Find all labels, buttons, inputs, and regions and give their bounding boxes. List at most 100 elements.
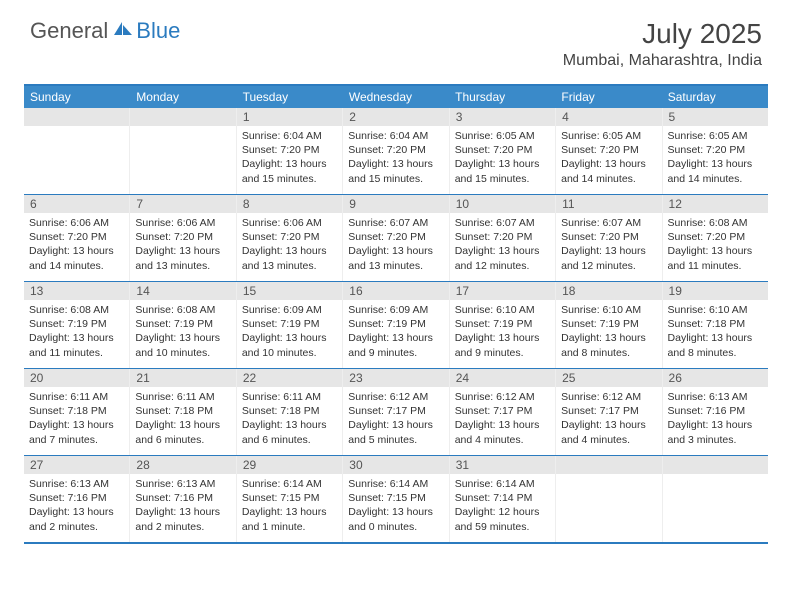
logo-text-general: General — [30, 18, 108, 44]
day-number: 22 — [237, 369, 342, 387]
day-details: Sunrise: 6:05 AMSunset: 7:20 PMDaylight:… — [556, 126, 661, 191]
day-cell: 10Sunrise: 6:07 AMSunset: 7:20 PMDayligh… — [450, 195, 556, 281]
day-cell: 4Sunrise: 6:05 AMSunset: 7:20 PMDaylight… — [556, 108, 662, 194]
weekday-header: Sunday — [24, 86, 130, 108]
day-number: 3 — [450, 108, 555, 126]
day-number: 14 — [130, 282, 235, 300]
day-number: 8 — [237, 195, 342, 213]
day-details: Sunrise: 6:07 AMSunset: 7:20 PMDaylight:… — [343, 213, 448, 278]
day-cell: 14Sunrise: 6:08 AMSunset: 7:19 PMDayligh… — [130, 282, 236, 368]
day-details: Sunrise: 6:06 AMSunset: 7:20 PMDaylight:… — [130, 213, 235, 278]
day-cell: 9Sunrise: 6:07 AMSunset: 7:20 PMDaylight… — [343, 195, 449, 281]
day-cell: 6Sunrise: 6:06 AMSunset: 7:20 PMDaylight… — [24, 195, 130, 281]
day-number: 23 — [343, 369, 448, 387]
day-number: 13 — [24, 282, 129, 300]
day-cell: 22Sunrise: 6:11 AMSunset: 7:18 PMDayligh… — [237, 369, 343, 455]
day-number: 6 — [24, 195, 129, 213]
logo-sail-icon — [112, 20, 134, 43]
day-cell: 8Sunrise: 6:06 AMSunset: 7:20 PMDaylight… — [237, 195, 343, 281]
calendar: SundayMondayTuesdayWednesdayThursdayFrid… — [24, 84, 768, 544]
day-cell: 17Sunrise: 6:10 AMSunset: 7:19 PMDayligh… — [450, 282, 556, 368]
weekday-header: Tuesday — [237, 86, 343, 108]
day-details: Sunrise: 6:11 AMSunset: 7:18 PMDaylight:… — [24, 387, 129, 452]
day-cell: 15Sunrise: 6:09 AMSunset: 7:19 PMDayligh… — [237, 282, 343, 368]
day-number: 30 — [343, 456, 448, 474]
day-details: Sunrise: 6:09 AMSunset: 7:19 PMDaylight:… — [237, 300, 342, 365]
day-details: Sunrise: 6:14 AMSunset: 7:14 PMDaylight:… — [450, 474, 555, 539]
weekday-header: Wednesday — [343, 86, 449, 108]
day-details: Sunrise: 6:14 AMSunset: 7:15 PMDaylight:… — [237, 474, 342, 539]
day-details: Sunrise: 6:08 AMSunset: 7:19 PMDaylight:… — [130, 300, 235, 365]
day-cell: 2Sunrise: 6:04 AMSunset: 7:20 PMDaylight… — [343, 108, 449, 194]
day-number: 1 — [237, 108, 342, 126]
day-cell: 27Sunrise: 6:13 AMSunset: 7:16 PMDayligh… — [24, 456, 130, 542]
weekday-header: Thursday — [449, 86, 555, 108]
day-details: Sunrise: 6:13 AMSunset: 7:16 PMDaylight:… — [130, 474, 235, 539]
day-cell: 21Sunrise: 6:11 AMSunset: 7:18 PMDayligh… — [130, 369, 236, 455]
day-cell: 11Sunrise: 6:07 AMSunset: 7:20 PMDayligh… — [556, 195, 662, 281]
day-details: Sunrise: 6:10 AMSunset: 7:19 PMDaylight:… — [450, 300, 555, 365]
day-cell: 7Sunrise: 6:06 AMSunset: 7:20 PMDaylight… — [130, 195, 236, 281]
day-cell: 23Sunrise: 6:12 AMSunset: 7:17 PMDayligh… — [343, 369, 449, 455]
day-number: 10 — [450, 195, 555, 213]
day-cell: 30Sunrise: 6:14 AMSunset: 7:15 PMDayligh… — [343, 456, 449, 542]
day-number: 16 — [343, 282, 448, 300]
day-details: Sunrise: 6:07 AMSunset: 7:20 PMDaylight:… — [556, 213, 661, 278]
day-cell: 24Sunrise: 6:12 AMSunset: 7:17 PMDayligh… — [450, 369, 556, 455]
day-details: Sunrise: 6:12 AMSunset: 7:17 PMDaylight:… — [343, 387, 448, 452]
day-number: . — [663, 456, 768, 474]
day-number: 2 — [343, 108, 448, 126]
day-details: Sunrise: 6:12 AMSunset: 7:17 PMDaylight:… — [556, 387, 661, 452]
day-details: Sunrise: 6:04 AMSunset: 7:20 PMDaylight:… — [237, 126, 342, 191]
day-cell: 26Sunrise: 6:13 AMSunset: 7:16 PMDayligh… — [663, 369, 768, 455]
day-details: Sunrise: 6:05 AMSunset: 7:20 PMDaylight:… — [663, 126, 768, 191]
day-details: Sunrise: 6:10 AMSunset: 7:18 PMDaylight:… — [663, 300, 768, 365]
day-cell: 31Sunrise: 6:14 AMSunset: 7:14 PMDayligh… — [450, 456, 556, 542]
day-cell: 12Sunrise: 6:08 AMSunset: 7:20 PMDayligh… — [663, 195, 768, 281]
day-cell: 20Sunrise: 6:11 AMSunset: 7:18 PMDayligh… — [24, 369, 130, 455]
week-row: 6Sunrise: 6:06 AMSunset: 7:20 PMDaylight… — [24, 195, 768, 282]
day-number: 31 — [450, 456, 555, 474]
day-cell: 25Sunrise: 6:12 AMSunset: 7:17 PMDayligh… — [556, 369, 662, 455]
weekday-header: Saturday — [662, 86, 768, 108]
month-title: July 2025 — [563, 18, 762, 50]
day-details: Sunrise: 6:10 AMSunset: 7:19 PMDaylight:… — [556, 300, 661, 365]
day-number: 12 — [663, 195, 768, 213]
weeks-container: ..1Sunrise: 6:04 AMSunset: 7:20 PMDaylig… — [24, 108, 768, 544]
day-details: Sunrise: 6:13 AMSunset: 7:16 PMDaylight:… — [663, 387, 768, 452]
day-number: 4 — [556, 108, 661, 126]
day-cell: . — [556, 456, 662, 542]
day-details: Sunrise: 6:07 AMSunset: 7:20 PMDaylight:… — [450, 213, 555, 278]
week-row: 13Sunrise: 6:08 AMSunset: 7:19 PMDayligh… — [24, 282, 768, 369]
day-cell: 1Sunrise: 6:04 AMSunset: 7:20 PMDaylight… — [237, 108, 343, 194]
day-details: Sunrise: 6:12 AMSunset: 7:17 PMDaylight:… — [450, 387, 555, 452]
day-cell: 13Sunrise: 6:08 AMSunset: 7:19 PMDayligh… — [24, 282, 130, 368]
day-details: Sunrise: 6:08 AMSunset: 7:19 PMDaylight:… — [24, 300, 129, 365]
day-number: 20 — [24, 369, 129, 387]
day-number: . — [130, 108, 235, 126]
day-number: 9 — [343, 195, 448, 213]
day-cell: 28Sunrise: 6:13 AMSunset: 7:16 PMDayligh… — [130, 456, 236, 542]
day-details: Sunrise: 6:05 AMSunset: 7:20 PMDaylight:… — [450, 126, 555, 191]
week-row: 27Sunrise: 6:13 AMSunset: 7:16 PMDayligh… — [24, 456, 768, 544]
logo-text-blue: Blue — [136, 18, 180, 44]
day-number: . — [24, 108, 129, 126]
day-number: . — [556, 456, 661, 474]
day-number: 21 — [130, 369, 235, 387]
day-cell: . — [663, 456, 768, 542]
day-cell: 18Sunrise: 6:10 AMSunset: 7:19 PMDayligh… — [556, 282, 662, 368]
week-row: 20Sunrise: 6:11 AMSunset: 7:18 PMDayligh… — [24, 369, 768, 456]
location-text: Mumbai, Maharashtra, India — [563, 52, 762, 70]
day-cell: . — [24, 108, 130, 194]
day-number: 18 — [556, 282, 661, 300]
day-number: 28 — [130, 456, 235, 474]
day-details: Sunrise: 6:11 AMSunset: 7:18 PMDaylight:… — [130, 387, 235, 452]
title-block: July 2025 Mumbai, Maharashtra, India — [563, 18, 762, 70]
day-details: Sunrise: 6:14 AMSunset: 7:15 PMDaylight:… — [343, 474, 448, 539]
day-number: 19 — [663, 282, 768, 300]
day-details: Sunrise: 6:06 AMSunset: 7:20 PMDaylight:… — [24, 213, 129, 278]
day-number: 24 — [450, 369, 555, 387]
weekday-header: Monday — [130, 86, 236, 108]
day-cell: 29Sunrise: 6:14 AMSunset: 7:15 PMDayligh… — [237, 456, 343, 542]
day-number: 29 — [237, 456, 342, 474]
